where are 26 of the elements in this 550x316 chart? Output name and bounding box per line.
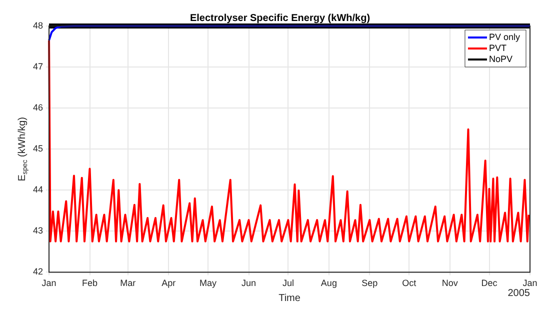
legend-label: NoPV [488, 54, 512, 64]
x-tick-label: Mar [120, 278, 136, 288]
y-tick-label: 42 [32, 266, 44, 277]
y-tick-label: 45 [32, 144, 44, 154]
x-tick-label: Jul [282, 278, 294, 288]
y-tick-label: 44 [32, 184, 44, 195]
y-tick-label: 48 [32, 20, 44, 30]
x-tick-label: Jan [522, 278, 538, 288]
x-tick-label: Sep [362, 278, 378, 288]
text: 2005 [508, 288, 530, 299]
x-tick-label: Apr [162, 278, 176, 288]
x-tick-label: Dec [481, 278, 498, 288]
y-tick-label: 43 [32, 226, 44, 236]
x-tick-label: Nov [442, 278, 458, 288]
x-tick-label: May [200, 278, 218, 288]
x-axis-title: Time [278, 292, 301, 304]
x-tick-label: Jan [42, 278, 56, 288]
x-tick-label: Aug [320, 278, 337, 288]
y-tick-label: 47 [32, 62, 44, 72]
legend-label: PVT [488, 42, 507, 53]
x-tick-label: Feb [82, 278, 98, 288]
chart-title: Electrolyser Specific Energy (kWh/kg) [190, 12, 370, 24]
x-tick-label: Oct [402, 278, 417, 288]
y-tick-label: 46 [32, 102, 44, 113]
x-tick-label: Jun [242, 278, 256, 288]
legend-label: PV only [488, 32, 520, 42]
